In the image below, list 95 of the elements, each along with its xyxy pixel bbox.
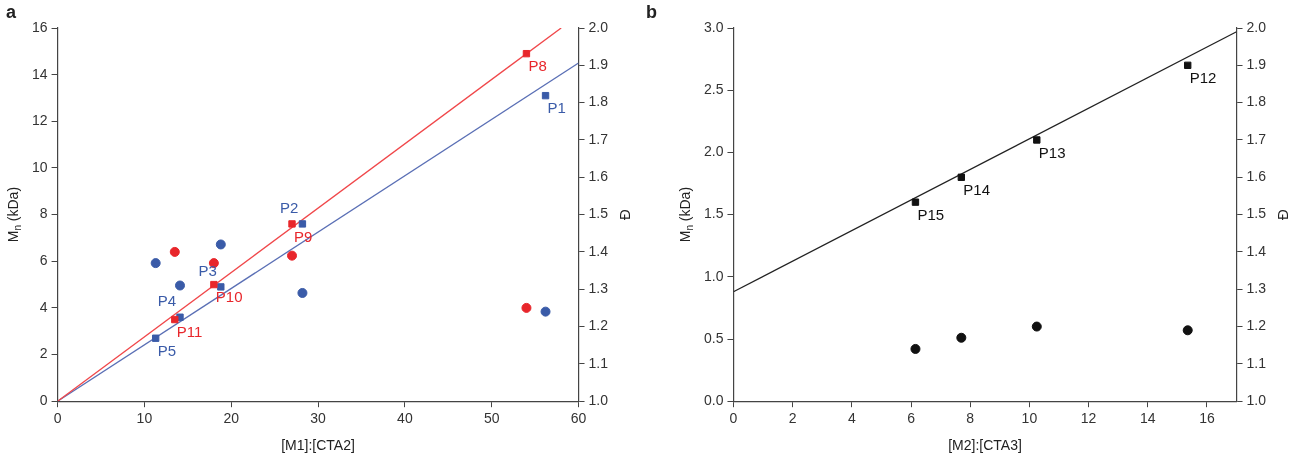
- y2-tick-label: 1.5: [588, 205, 609, 222]
- x-tick-label: 16: [1199, 410, 1215, 427]
- y-tick-label: 16: [31, 18, 48, 35]
- x-tick-label: 50: [483, 410, 500, 427]
- y2-axis-title: Đ: [616, 209, 634, 221]
- x-tick-label: 6: [907, 410, 916, 427]
- y2-tick-label: 1.1: [588, 354, 609, 371]
- data-label: P5: [157, 341, 177, 359]
- y-tick-label: 6: [39, 252, 48, 269]
- x-tick-label: 0: [729, 410, 738, 427]
- y2-tick-label: 1.2: [588, 317, 609, 334]
- y-tick-label: 1.5: [703, 205, 724, 222]
- y2-tick-label: 2.0: [1246, 18, 1267, 35]
- y-tick-label: 0.5: [703, 329, 724, 346]
- data-label: P15: [917, 205, 945, 223]
- x-tick-label: 14: [1139, 410, 1156, 427]
- data-label: P8: [528, 57, 547, 75]
- data-label: P2: [280, 198, 299, 216]
- y-tick-label: 14: [31, 65, 48, 82]
- y2-tick-label: 2.0: [588, 18, 609, 35]
- data-label: P11: [176, 323, 203, 341]
- point: [541, 91, 550, 100]
- y-tick-label: 0: [39, 392, 48, 409]
- y2-tick-label: 1.7: [588, 130, 609, 147]
- point: [522, 49, 531, 58]
- y-axis-title: Mn (kDa): [4, 186, 23, 243]
- y2-tick-label: 1.9: [1246, 56, 1267, 73]
- point: [298, 220, 307, 228]
- chart-title: b: [646, 1, 657, 22]
- point: [150, 258, 161, 269]
- point: [171, 315, 179, 324]
- x-tick-label: 0: [53, 410, 62, 427]
- data-label: P4: [157, 291, 177, 309]
- y2-tick-label: 1.8: [588, 93, 609, 110]
- point: [1184, 61, 1192, 69]
- y-axis-title: Mn (kDa): [676, 186, 695, 243]
- y2-tick-label: 1.4: [588, 242, 609, 259]
- y-tick-label: 3.0: [703, 18, 724, 35]
- point: [175, 280, 185, 291]
- x-tick-label: 40: [397, 410, 413, 427]
- y2-tick-label: 1.0: [588, 392, 609, 409]
- y2-tick-label: 1.9: [588, 56, 609, 73]
- point: [957, 173, 966, 181]
- x-tick-label: 8: [966, 410, 975, 427]
- x-axis-title: [M1]:[CTA2]: [281, 436, 355, 453]
- point: [152, 334, 160, 342]
- x-tick-label: 60: [570, 410, 587, 427]
- y2-tick-label: 1.5: [1246, 205, 1267, 222]
- point: [288, 220, 296, 228]
- chart-title: a: [6, 1, 17, 22]
- data-label: P14: [963, 180, 991, 198]
- point: [287, 250, 298, 261]
- point: [217, 283, 225, 291]
- point: [911, 198, 920, 206]
- y-tick-label: 2.5: [703, 81, 724, 98]
- y2-tick-label: 1.0: [1246, 392, 1267, 409]
- y-tick-label: 2.0: [703, 143, 724, 160]
- y-tick-label: 0.0: [703, 392, 724, 409]
- y-tick-label: 4: [39, 298, 48, 315]
- x-tick-label: 10: [1021, 410, 1038, 427]
- data-label: P3: [198, 261, 217, 279]
- y-tick-label: 12: [31, 112, 48, 129]
- x-tick-label: 2: [788, 410, 797, 427]
- x-tick-label: 30: [310, 410, 327, 427]
- y-tick-label: 1.0: [703, 267, 724, 284]
- data-label: P1: [547, 99, 566, 117]
- x-tick-label: 4: [847, 410, 856, 427]
- y2-tick-label: 1.7: [1246, 130, 1267, 147]
- point: [297, 287, 308, 298]
- point: [540, 306, 551, 317]
- x-axis-title: [M2]:[CTA3]: [948, 436, 1022, 453]
- data-label: P9: [294, 227, 313, 245]
- x-tick-label: 12: [1080, 410, 1097, 427]
- y2-axis-title: Đ: [1274, 209, 1292, 221]
- y2-tick-label: 1.2: [1246, 317, 1267, 334]
- y2-tick-label: 1.1: [1246, 354, 1267, 371]
- y2-tick-label: 1.3: [1246, 280, 1267, 297]
- point: [215, 239, 226, 250]
- x-tick-label: 10: [136, 410, 153, 427]
- data-label: P12: [1189, 68, 1217, 86]
- y2-tick-label: 1.8: [1246, 93, 1267, 110]
- y-tick-label: 2: [39, 345, 48, 362]
- y2-tick-label: 1.3: [588, 280, 609, 297]
- data-label: P10: [215, 288, 243, 306]
- y2-tick-label: 1.6: [1246, 168, 1267, 185]
- point: [210, 280, 218, 289]
- point: [1033, 136, 1041, 144]
- y2-tick-label: 1.4: [1246, 242, 1267, 259]
- point: [521, 302, 532, 313]
- point: [169, 246, 180, 257]
- y2-tick-label: 1.6: [588, 168, 609, 185]
- y-tick-label: 8: [39, 205, 48, 222]
- y-tick-label: 10: [31, 158, 48, 175]
- x-tick-label: 20: [223, 410, 240, 427]
- data-label: P13: [1038, 143, 1066, 161]
